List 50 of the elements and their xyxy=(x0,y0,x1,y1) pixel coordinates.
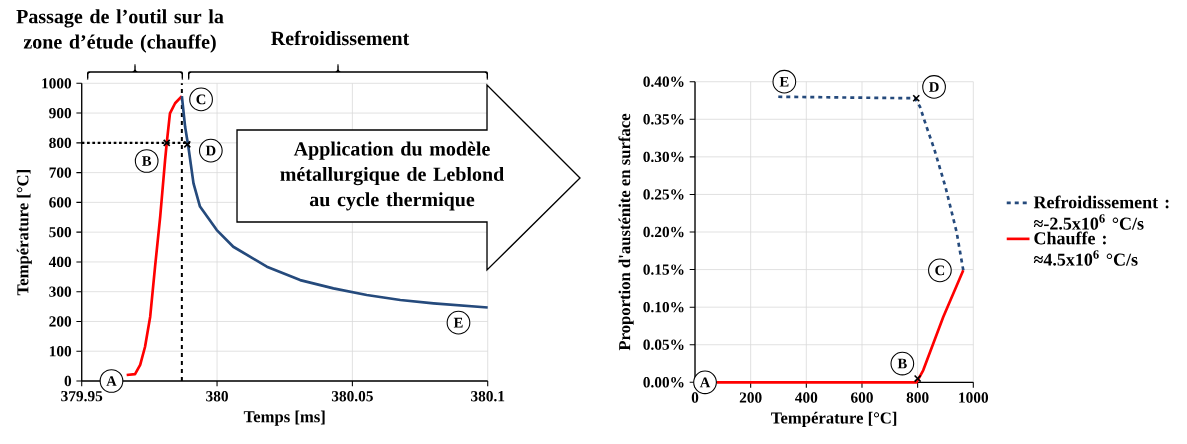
y-tick-label: 800 xyxy=(49,137,72,149)
y-axis-title: Température [°C] xyxy=(16,170,32,296)
text: Refroidissement xyxy=(271,30,410,46)
y-tick-label: 500 xyxy=(49,226,72,238)
x-tick-label: 380 xyxy=(206,391,228,402)
annotation: B xyxy=(142,156,152,166)
annotation: E xyxy=(779,76,789,87)
annotation: D xyxy=(205,145,216,156)
line-series xyxy=(125,94,184,377)
x-tick-label: 400 xyxy=(795,392,818,403)
annotation: D xyxy=(929,82,939,92)
y-tick-label: 0.25% xyxy=(643,189,684,200)
y-tick-label: 0.30% xyxy=(643,151,684,163)
x-tick-label: 380.1 xyxy=(471,391,505,402)
x-tick-label: 600 xyxy=(851,392,873,403)
y-tick-label: 700 xyxy=(49,167,72,178)
y-tick-label: 100 xyxy=(49,346,72,357)
y-tick-label: 0.10% xyxy=(643,301,684,313)
x-tick-label: 380.05 xyxy=(331,391,373,402)
y-tick-label: 400 xyxy=(48,256,72,268)
x-tick-label: 800 xyxy=(906,392,929,403)
annotation: C xyxy=(935,265,945,276)
y-tick-label: 200 xyxy=(49,316,72,327)
y-tick-label: 900 xyxy=(49,107,72,119)
y-tick-label: 1000 xyxy=(42,78,72,89)
y-tick-label: 600 xyxy=(49,197,72,208)
x-axis-title: Température [°C] xyxy=(771,411,897,427)
y-tick-label: 0.05% xyxy=(643,339,684,350)
y-tick-label: 0.20% xyxy=(643,226,684,238)
annotation: A xyxy=(106,376,117,386)
annotation: Application du modèle métallurgique de Leblond au cycle thermique xyxy=(280,141,505,211)
x-tick-label: 200 xyxy=(739,392,762,403)
x-tick-label: 379.95 xyxy=(61,391,103,402)
legend-label: Chauffe : ≈4.5x10$^{6}$ °C/s xyxy=(1033,231,1138,266)
annotation: A xyxy=(699,377,711,388)
text: Passage de l’outil sur la zone d’étude (chauffe) xyxy=(16,9,224,53)
x-tick-label: 0 xyxy=(691,392,699,403)
y-axis-title: Proportion d'austénite en surface xyxy=(618,113,634,351)
y-tick-label: 0.35% xyxy=(643,114,684,125)
x-tick-label: 1000 xyxy=(959,392,989,403)
y-tick-label: 0.15% xyxy=(643,264,684,275)
annotation: C xyxy=(196,94,206,105)
y-tick-label: 0 xyxy=(64,375,72,387)
annotation: B xyxy=(897,358,907,369)
y-tick-label: 300 xyxy=(49,286,72,297)
x-axis-title: Temps [ms] xyxy=(243,410,325,426)
y-tick-label: 0.00% xyxy=(643,377,684,388)
legend-label: Refroidissement : ≈-2.5x10$^{6}$ °C/s xyxy=(1033,195,1169,230)
y-tick-label: 0.40% xyxy=(643,76,684,87)
annotation: E xyxy=(453,317,463,328)
